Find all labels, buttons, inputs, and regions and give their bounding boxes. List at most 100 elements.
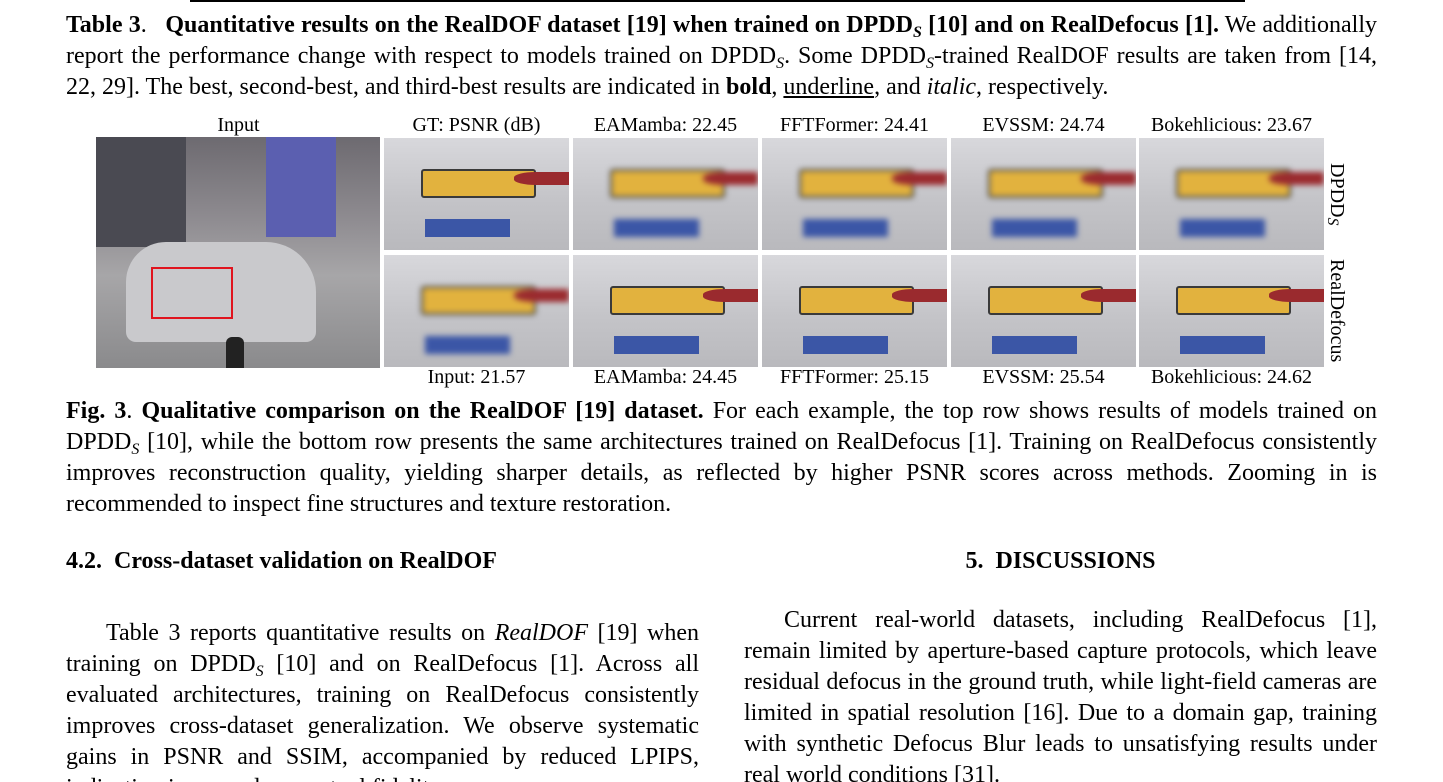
- caption-text: For each example, the top row shows resu…: [66, 398, 1378, 455]
- sticker: [424, 335, 510, 354]
- tail: [1080, 171, 1136, 186]
- zoom-box: [151, 267, 233, 319]
- caption-text: [10], while the bottom row presents the …: [66, 429, 1377, 517]
- column-label: GT: PSNR (dB): [412, 114, 541, 136]
- caption-text: -trained RealDOF results are taken from …: [66, 43, 1378, 100]
- crop-content: [384, 138, 569, 250]
- crop-image: [384, 255, 569, 367]
- text: RealDOF: [494, 620, 588, 646]
- subscript: S: [1324, 217, 1341, 226]
- tail: [1080, 288, 1136, 303]
- column-label: EAMamba: 22.45: [593, 114, 738, 136]
- crop-content: [384, 255, 569, 367]
- crop-content: [1139, 255, 1324, 367]
- tail: [702, 171, 758, 186]
- crop-image: [951, 255, 1136, 367]
- crop-image: [573, 255, 758, 367]
- column-label: Bokehlicious: 24.62: [1150, 366, 1313, 388]
- tail: [1268, 171, 1324, 186]
- caption-label: Fig. 3: [66, 398, 127, 424]
- tail: [1268, 288, 1324, 303]
- crop-content: [951, 255, 1136, 367]
- caption-text: , and: [874, 74, 927, 100]
- sticker: [613, 218, 699, 237]
- figure: DPDDS RealDefocus Input GT: PSNR (dB) EAMa…: [96, 114, 1349, 388]
- tail: [513, 288, 569, 303]
- row-label: RealDefocus: [1326, 259, 1348, 363]
- row-label-text: DPDD: [1326, 162, 1348, 218]
- caption-text: .: [126, 398, 133, 424]
- subscript: S: [912, 24, 922, 41]
- sticker: [613, 335, 699, 354]
- sign: [266, 137, 336, 237]
- section-title: Cross-dataset validation on RealDOF: [114, 548, 497, 574]
- section-number: 5.: [965, 548, 984, 574]
- sticker: [424, 218, 510, 237]
- crop-content: [951, 138, 1136, 250]
- caption-title: [10] and on RealDefocus [1].: [921, 12, 1219, 38]
- crop-image: [762, 138, 947, 250]
- column-label: Bokehlicious: 23.67: [1150, 114, 1313, 136]
- crop-image: [1139, 138, 1324, 250]
- input-image: [96, 137, 380, 368]
- sticker: [991, 218, 1077, 237]
- crop-image: [951, 138, 1136, 250]
- caption-label: Table 3: [66, 12, 141, 38]
- sticker: [1179, 335, 1265, 354]
- column-label: EVSSM: 24.74: [982, 114, 1105, 136]
- crop-content: [1139, 138, 1324, 250]
- crop-image: [762, 255, 947, 367]
- text: [10] and on RealDefocus [1]. Across all …: [66, 651, 699, 782]
- subscript: S: [776, 55, 785, 72]
- crop-image: [384, 138, 569, 250]
- crop-content: [762, 138, 947, 250]
- sticker: [802, 335, 888, 354]
- paragraph: Table 3 reports quantitative results on …: [66, 618, 699, 782]
- crop-content: [573, 138, 758, 250]
- caption-text: .: [140, 12, 147, 38]
- crop-image: [1139, 255, 1324, 367]
- caption-text: italic: [926, 74, 977, 100]
- column-label: Input: [217, 114, 260, 136]
- crop-content: [762, 255, 947, 367]
- section-heading: 5. DISCUSSIONS: [744, 546, 1377, 577]
- column-label: Input: 21.57: [427, 366, 526, 388]
- column-label: EAMamba: 24.45: [593, 366, 738, 388]
- caption-title: Qualitative comparison on the RealDOF [1…: [141, 398, 704, 424]
- section-number: 4.2.: [66, 548, 102, 574]
- sticker: [802, 218, 888, 237]
- caption-title: Quantitative results on the RealDOF data…: [165, 12, 913, 38]
- tail: [891, 171, 947, 186]
- top-rule: [190, 0, 1245, 2]
- sticker: [1179, 218, 1265, 237]
- caption-text: , respectively.: [976, 74, 1109, 100]
- caption-text: . Some DPDD: [784, 43, 927, 69]
- figure-caption: Fig. 3. Qualitative comparison on the Re…: [66, 396, 1377, 520]
- tail: [513, 171, 569, 186]
- paragraph: Current real-world datasets, including R…: [744, 607, 1377, 782]
- building: [96, 137, 186, 247]
- sticker: [991, 335, 1077, 354]
- column-label: FFTFormer: 24.41: [780, 114, 929, 136]
- bollard: [226, 337, 244, 368]
- column-label: FFTFormer: 25.15: [780, 366, 929, 388]
- caption-text: underline: [783, 74, 875, 100]
- tail: [891, 288, 947, 303]
- row-label: DPDDS: [1324, 138, 1349, 250]
- column-label: EVSSM: 25.54: [982, 366, 1105, 388]
- caption-text: bold: [726, 74, 772, 100]
- caption-text: ,: [771, 74, 784, 100]
- subscript: S: [131, 441, 140, 458]
- text: [19] when training on DPDD: [66, 620, 700, 677]
- crop-image: [573, 138, 758, 250]
- car: [126, 242, 316, 342]
- table-caption: Table 3. Quantitative results on the Rea…: [66, 10, 1377, 103]
- subscript: S: [926, 55, 935, 72]
- text: Table 3 reports quantitative results on: [106, 620, 495, 646]
- crop-content: [573, 255, 758, 367]
- section-title: DISCUSSIONS: [995, 548, 1156, 574]
- subscript: S: [255, 663, 264, 680]
- caption-text: We additionally report the performance c…: [66, 12, 1378, 69]
- tail: [702, 288, 758, 303]
